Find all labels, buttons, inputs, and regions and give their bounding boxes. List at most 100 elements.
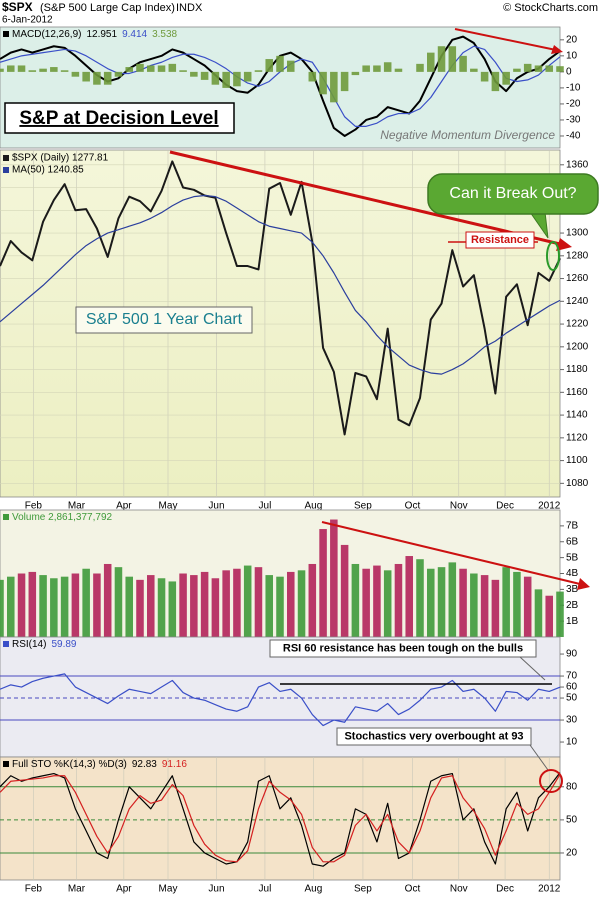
bar (93, 71, 101, 85)
annotation: Negative Momentum Divergence (380, 128, 555, 142)
legend-value: 9.414 (122, 29, 147, 40)
bar (308, 71, 317, 82)
bar (502, 71, 510, 85)
bar (114, 71, 123, 77)
bar (103, 71, 112, 85)
rsi-note-box (269, 639, 537, 658)
headline: S&P at Decision Level (19, 108, 218, 129)
bar (427, 52, 435, 72)
y-tick-label: -40 (566, 131, 581, 142)
legend-label: MA(50) 1240.85 (12, 165, 84, 176)
bar (179, 70, 187, 72)
y-tick-label: 0 (566, 67, 572, 78)
series-line (0, 774, 561, 863)
bar (340, 544, 349, 637)
bar (190, 575, 198, 637)
series-line (0, 673, 561, 727)
bar (416, 559, 424, 637)
bar (233, 71, 241, 87)
bar (330, 71, 338, 103)
trend-arrow (321, 521, 581, 585)
bar (125, 576, 133, 637)
bar (502, 567, 510, 637)
bar (448, 562, 457, 637)
legend: MACD(12,26,9) 12.951 9.414 3.538 (12, 29, 178, 40)
legend-value: 12.951 (86, 29, 117, 40)
legend-label: RSI(14) (12, 639, 46, 650)
legend-label: $SPX (Daily) 1277.81 (12, 153, 109, 164)
bar (394, 563, 403, 637)
bar (556, 66, 564, 72)
legend-value: 59.89 (51, 639, 76, 650)
bar (93, 573, 101, 637)
bar (459, 55, 467, 72)
trend-arrow (169, 150, 561, 246)
bar (147, 65, 155, 72)
bar (340, 71, 349, 92)
x-tick-label: Dec (496, 884, 514, 895)
bar (136, 579, 144, 637)
bar (287, 60, 295, 72)
sto-note-box (336, 727, 532, 746)
bar (534, 65, 543, 72)
bar (448, 46, 457, 72)
bar (222, 570, 230, 637)
bar (405, 556, 413, 637)
y-tick-label: 80 (566, 781, 578, 792)
highlight (546, 241, 560, 271)
y-tick-label: 4B (566, 568, 579, 579)
pointer (519, 656, 546, 681)
bar (308, 563, 317, 637)
y-tick-label: 3B (566, 584, 579, 595)
y-tick-label: 1200 (566, 341, 589, 352)
bar (0, 68, 4, 72)
bar (179, 573, 187, 637)
y-tick-label: 1300 (566, 228, 589, 239)
bar (373, 65, 381, 72)
bar (157, 578, 166, 637)
y-tick-label: 1260 (566, 273, 589, 284)
bar (297, 570, 306, 637)
bar (7, 65, 15, 72)
x-tick-label: 2012 (538, 501, 561, 512)
bar (28, 571, 37, 637)
y-tick-label: 1280 (566, 250, 589, 261)
x-tick-label: Jul (259, 501, 272, 512)
annotation: RSI 60 resistance has been tough on the … (283, 642, 523, 654)
y-tick-label: 50 (566, 693, 578, 704)
bar (211, 578, 220, 637)
x-tick-label: Sep (354, 884, 372, 895)
bar (71, 71, 80, 77)
bar (114, 567, 123, 637)
bar (437, 567, 446, 637)
bar (351, 563, 360, 637)
trend-arrow (454, 28, 557, 51)
legend-swatch (3, 31, 9, 37)
bar (233, 568, 241, 637)
bar (491, 71, 500, 92)
x-tick-label: Aug (304, 884, 322, 895)
y-tick-label: -20 (566, 99, 581, 110)
y-tick-label: 50 (566, 815, 578, 826)
annotation: Resistance (471, 234, 529, 246)
bar (416, 63, 424, 72)
bar (39, 68, 47, 72)
symbol: $SPX (2, 0, 33, 14)
bar (480, 71, 489, 82)
y-tick-label: 70 (566, 671, 578, 682)
y-tick-label: 20 (566, 34, 578, 45)
y-tick-label: 1140 (566, 410, 588, 421)
bar (157, 65, 166, 72)
bar (513, 68, 521, 72)
x-tick-label: Feb (25, 884, 43, 895)
bar (222, 71, 230, 88)
bar (243, 565, 252, 637)
x-tick-label: 2012 (538, 884, 561, 895)
legend-label: MACD(12,26,9) (12, 29, 81, 40)
bar (459, 568, 467, 637)
bar (211, 71, 220, 85)
bar (147, 575, 155, 637)
y-tick-label: 1240 (566, 296, 589, 307)
legend-swatch (3, 641, 9, 647)
